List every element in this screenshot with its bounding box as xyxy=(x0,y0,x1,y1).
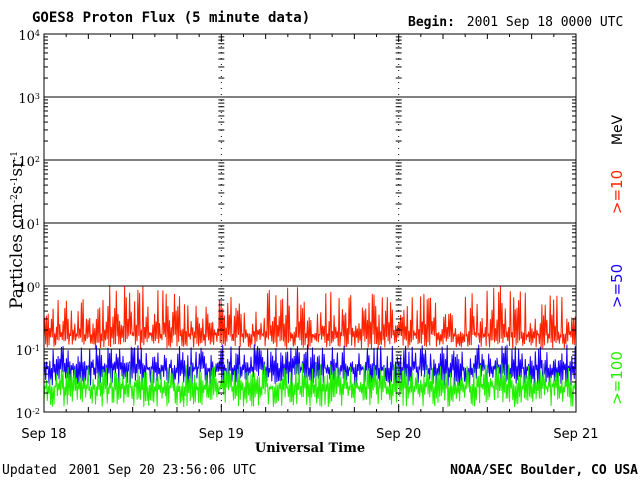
legend: MeV >=10 >=50 >=100 xyxy=(608,114,626,404)
legend-entry-ge10: >=10 xyxy=(608,170,626,214)
y-axis-label: Particles cm-2s-1sr-1 xyxy=(7,151,27,309)
series-layer xyxy=(43,285,577,408)
begin-label: Begin: 2001 Sep 18 0000 UTC xyxy=(408,15,623,30)
chart-title: GOES8 Proton Flux (5 minute data) xyxy=(32,10,310,26)
y-tick-label: 103 xyxy=(18,92,40,108)
y-axis-label-text: Particles cm xyxy=(7,203,27,309)
updated-label: Updated xyxy=(2,463,57,478)
plot-frame xyxy=(43,33,577,413)
series-line-ge10 xyxy=(43,285,577,349)
legend-entry-ge100: >=100 xyxy=(608,351,626,405)
x-tick-label: Sep 18 xyxy=(21,427,66,442)
y-tick-label: 102 xyxy=(18,155,40,171)
begin-value: 2001 Sep 18 0000 UTC xyxy=(467,15,624,30)
series-line-ge100 xyxy=(43,363,577,408)
x-tick-label: Sep 20 xyxy=(376,427,421,442)
x-tick-labels: Sep 18 Sep 19 Sep 20 Sep 21 xyxy=(21,427,598,442)
x-tick-label: Sep 19 xyxy=(199,427,244,442)
x-axis-label: Universal Time xyxy=(255,441,365,456)
credit-text: NOAA/SEC Boulder, CO USA xyxy=(450,463,638,478)
updated-text: Updated 2001 Sep 20 23:56:06 UTC xyxy=(2,463,256,478)
y-tick-label: 100 xyxy=(18,281,40,297)
y-tick-label: 10-1 xyxy=(16,344,40,360)
y-tick-label: 101 xyxy=(18,218,40,234)
y-tick-labels: 10-2 10-1 100 101 102 103 104 xyxy=(16,29,40,423)
legend-entry-ge50: >=50 xyxy=(608,264,626,308)
legend-unit: MeV xyxy=(610,114,626,145)
updated-value: 2001 Sep 20 23:56:06 UTC xyxy=(69,463,257,478)
x-tick-label: Sep 21 xyxy=(553,427,598,442)
grid-layer xyxy=(43,33,577,413)
y-tick-label: 10-2 xyxy=(16,407,40,423)
begin-label-text: Begin: xyxy=(408,15,455,30)
y-tick-label: 104 xyxy=(18,29,40,45)
